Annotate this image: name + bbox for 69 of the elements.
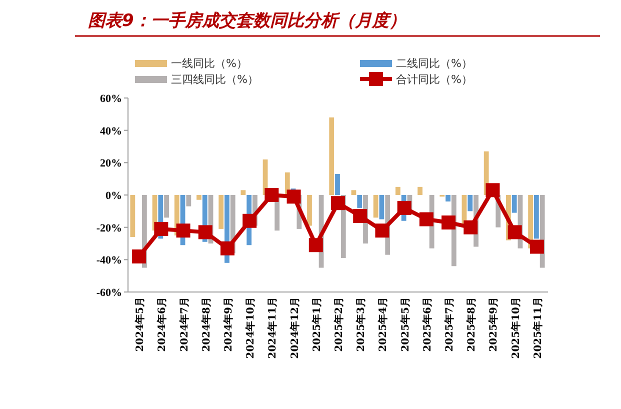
point <box>154 222 168 236</box>
x-tick-label: 2024年12月 <box>288 297 301 359</box>
bar <box>512 195 517 213</box>
point <box>331 196 345 210</box>
y-tick-label: 0% <box>106 190 122 202</box>
x-tick-label: 2025年3月 <box>355 297 368 352</box>
bar <box>307 195 312 226</box>
x-tick-label: 2025年2月 <box>333 297 345 352</box>
bar <box>130 195 136 238</box>
x-tick-label: 2025年9月 <box>488 297 500 352</box>
bar <box>395 186 400 195</box>
point <box>242 214 257 228</box>
point <box>397 200 412 215</box>
point <box>375 224 390 238</box>
legend-label: 合计同比（%） <box>396 73 472 86</box>
bar <box>446 195 450 202</box>
bar <box>329 117 334 195</box>
x-tick-label: 2025年11月 <box>532 297 544 359</box>
legend-label: 三四线同比（%） <box>171 73 258 86</box>
legend-label: 二线同比（%） <box>396 57 472 70</box>
x-tick-label: 2024年6月 <box>156 297 168 352</box>
point <box>464 220 478 234</box>
x-tick-label: 2024年8月 <box>200 297 212 352</box>
point <box>530 240 544 254</box>
bar <box>186 195 192 206</box>
bar <box>196 195 202 200</box>
bar <box>240 190 246 195</box>
bar <box>351 190 356 195</box>
point <box>176 224 190 238</box>
bar <box>373 195 378 218</box>
x-tick-label: 2025年8月 <box>466 297 478 352</box>
y-tick-label: -60% <box>96 287 122 299</box>
point <box>286 190 301 204</box>
x-tick-label: 2025年4月 <box>377 297 390 352</box>
bar <box>379 195 384 220</box>
bar <box>218 195 224 229</box>
chart-title: 图表9：一手房成交套数同比分析（月度） <box>88 11 406 31</box>
point <box>486 183 500 198</box>
point <box>198 225 212 240</box>
y-tick-label: 40% <box>100 125 122 138</box>
point <box>419 212 434 226</box>
x-tick-label: 2024年7月 <box>178 297 190 352</box>
x-tick-label: 2024年11月 <box>266 297 279 359</box>
x-tick-label: 2024年10月 <box>244 297 257 359</box>
x-tick-label: 2025年5月 <box>399 297 412 352</box>
y-tick-label: -20% <box>96 222 122 234</box>
y-tick-label: -40% <box>96 254 122 267</box>
bar <box>335 174 340 195</box>
x-tick-label: 2025年7月 <box>444 297 456 352</box>
point <box>442 215 456 230</box>
x-tick-label: 2024年5月 <box>134 297 146 352</box>
bar <box>468 195 473 212</box>
point <box>264 188 279 202</box>
point <box>308 238 323 252</box>
legend-label: 一线同比（%） <box>171 57 248 70</box>
bar <box>418 186 422 195</box>
x-tick-label: 2025年10月 <box>510 297 522 359</box>
x-tick-label: 2024年9月 <box>222 297 234 352</box>
y-tick-label: 20% <box>100 158 122 170</box>
bar <box>164 195 169 218</box>
x-tick-label: 2025年6月 <box>421 297 434 352</box>
point <box>220 241 234 256</box>
y-tick-label: 60% <box>100 93 122 105</box>
point <box>508 225 522 240</box>
point <box>132 249 146 264</box>
bar <box>357 195 362 208</box>
point <box>353 209 368 224</box>
bar <box>534 195 539 239</box>
x-tick-label: 2025年1月 <box>310 297 323 352</box>
